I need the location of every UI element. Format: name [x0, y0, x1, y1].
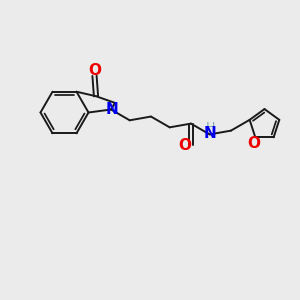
- Text: N: N: [106, 102, 118, 117]
- Text: H: H: [206, 121, 215, 134]
- Text: O: O: [247, 136, 260, 151]
- Text: O: O: [178, 138, 191, 153]
- Text: O: O: [88, 63, 101, 78]
- Text: N: N: [204, 126, 217, 141]
